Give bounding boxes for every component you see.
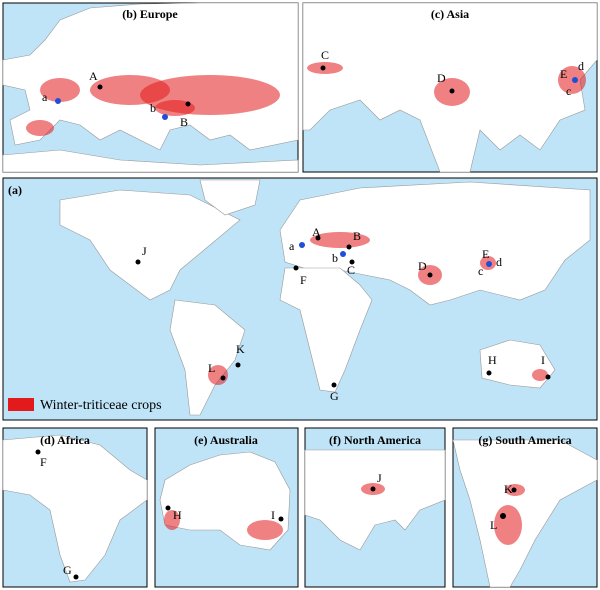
site-marker-blue	[55, 98, 61, 104]
site-label: a	[42, 90, 48, 104]
site-label: b	[150, 101, 156, 115]
site-label: K	[504, 482, 513, 496]
site-label: a	[289, 239, 295, 253]
site-marker	[449, 88, 455, 94]
site-marker	[545, 374, 551, 380]
crop-area	[247, 520, 283, 540]
land	[2, 434, 148, 583]
site-marker	[35, 449, 41, 455]
crop-area	[532, 369, 548, 381]
site-label: L	[490, 518, 497, 532]
legend-label: Winter-triticeae crops	[40, 398, 162, 413]
site-marker	[346, 244, 352, 250]
site-marker	[486, 370, 492, 376]
panel-south-america: (g) South America K L	[452, 427, 598, 588]
panel-title: (b) Europe	[122, 7, 178, 21]
panel-asia: (c) Asia C D E d c	[302, 2, 598, 173]
crop-area	[494, 505, 522, 545]
site-label: A	[312, 225, 321, 239]
site-marker	[185, 101, 191, 107]
site-label: D	[437, 71, 446, 85]
panel-australia: (e) Australia H I	[154, 427, 299, 588]
crop-area	[26, 120, 54, 136]
site-label: H	[488, 353, 497, 367]
site-label: b	[332, 251, 338, 265]
site-marker	[349, 259, 355, 265]
site-label: H	[173, 508, 182, 522]
site-marker	[427, 272, 433, 278]
site-marker-blue	[299, 242, 305, 248]
site-marker	[320, 65, 326, 71]
site-marker	[235, 362, 241, 368]
site-marker-blue	[486, 261, 492, 267]
panel-world: (a) A a B b C D E d c F J K L G H I Wint…	[2, 177, 598, 421]
site-marker	[278, 516, 284, 522]
site-label: B	[180, 115, 188, 129]
site-marker	[315, 235, 321, 241]
site-label: I	[541, 353, 545, 367]
site-label: F	[40, 455, 47, 469]
legend-swatch	[8, 398, 34, 411]
site-marker	[331, 382, 337, 388]
panel-europe: (b) Europe A a b B	[2, 2, 299, 173]
panel-title: (c) Asia	[431, 7, 469, 21]
panel-title: (d) Africa	[40, 433, 90, 447]
crop-area	[40, 78, 80, 102]
site-label: C	[321, 48, 329, 62]
site-label: E	[560, 67, 567, 81]
crop-area	[155, 100, 195, 116]
site-marker	[97, 84, 103, 90]
site-label: L	[208, 361, 215, 375]
site-label: E	[482, 247, 489, 261]
site-label: C	[347, 263, 355, 277]
land	[304, 449, 446, 551]
land	[169, 299, 246, 416]
land	[2, 149, 299, 173]
site-label: J	[377, 471, 382, 485]
site-marker	[73, 574, 79, 580]
site-label: G	[330, 389, 339, 403]
crop-area	[90, 75, 170, 105]
crop-area	[310, 232, 370, 248]
panel-north-america: (f) North America J	[304, 427, 446, 588]
site-marker	[293, 265, 299, 271]
crop-area	[164, 510, 180, 530]
land	[452, 439, 598, 588]
site-marker	[135, 259, 141, 265]
land	[199, 179, 261, 216]
site-marker	[370, 486, 376, 492]
site-marker-blue	[572, 77, 578, 83]
site-label: J	[142, 244, 147, 258]
site-label: c	[566, 84, 571, 98]
site-marker	[220, 375, 226, 381]
site-label: I	[271, 508, 275, 522]
land	[279, 267, 373, 393]
panel-title: (f) North America	[329, 433, 421, 447]
site-label: d	[578, 59, 584, 73]
site-label: d	[496, 255, 502, 269]
site-label: G	[63, 563, 72, 577]
site-label: B	[353, 229, 361, 243]
site-marker	[511, 487, 517, 493]
site-label: c	[478, 264, 483, 278]
site-label: F	[300, 273, 307, 287]
site-label: K	[236, 342, 245, 356]
panel-africa: (d) Africa F G	[2, 427, 148, 588]
site-label: A	[89, 69, 98, 83]
site-marker	[500, 513, 506, 519]
site-marker-blue	[340, 251, 346, 257]
site-marker	[165, 505, 171, 511]
panel-title: (g) South America	[478, 433, 571, 447]
panel-title: (a)	[8, 183, 22, 197]
land	[59, 189, 241, 301]
panel-title: (e) Australia	[194, 433, 258, 447]
site-label: D	[418, 259, 427, 273]
site-marker-blue	[162, 114, 168, 120]
